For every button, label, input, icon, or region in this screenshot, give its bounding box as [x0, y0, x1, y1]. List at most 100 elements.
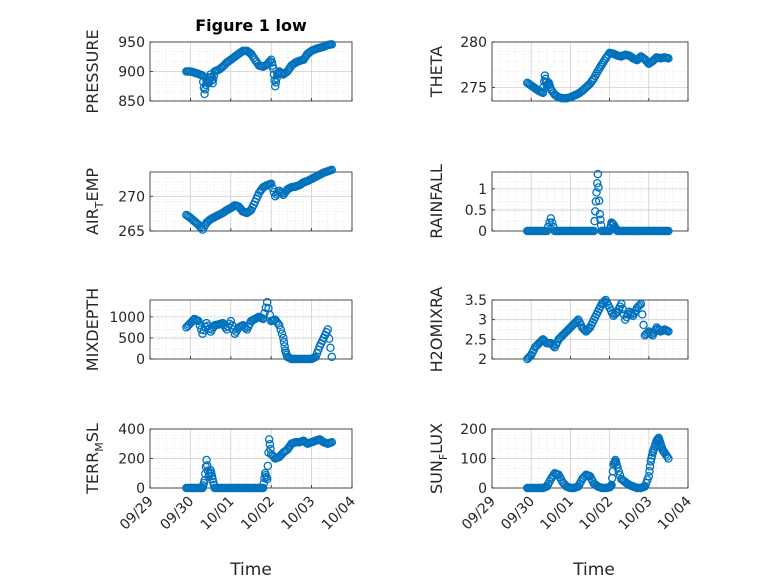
y-tick-label: 280: [460, 35, 487, 51]
x-axis-label-right: Time: [572, 560, 615, 580]
data-point: [645, 328, 655, 338]
data-point: [594, 64, 604, 74]
data-point: [524, 353, 533, 362]
data-point: [264, 435, 274, 444]
data-point: [194, 316, 203, 326]
data-point: [230, 329, 240, 338]
y-axis-label: THETA: [427, 46, 446, 98]
y-axis-label: H2OMIXRA: [427, 287, 446, 373]
data-point: [275, 321, 284, 330]
y-tick-label: 1000: [109, 310, 145, 326]
data-point: [635, 300, 644, 310]
y-tick-label: 2: [478, 352, 487, 368]
axes-box: [149, 171, 353, 232]
data-point: [643, 328, 652, 338]
data-point: [592, 188, 601, 197]
data-point: [264, 304, 273, 313]
y-tick-label: 270: [118, 189, 145, 205]
data-point: [593, 66, 603, 76]
data-point: [583, 325, 592, 335]
data-point: [547, 218, 557, 227]
data-point: [626, 308, 635, 318]
data-point: [277, 329, 287, 338]
data-point: [279, 337, 289, 347]
axes-box: [491, 299, 689, 360]
data-point: [571, 318, 580, 327]
data-point: [277, 69, 287, 78]
data-point: [580, 325, 590, 335]
data-point: [327, 165, 337, 175]
data-point: [634, 54, 643, 64]
y-tick-label: 0.5: [465, 203, 487, 219]
y-tick-label: 100: [460, 452, 487, 468]
data-point: [265, 439, 275, 449]
data-point: [209, 75, 218, 84]
data-point: [258, 483, 268, 493]
data-point: [617, 299, 626, 309]
data-point: [594, 196, 604, 206]
panel-2: 275 280 THETA: [427, 35, 689, 103]
data-point: [276, 325, 285, 334]
data-point: [588, 75, 597, 85]
data-point: [639, 320, 648, 330]
y-axis-label: PRESSURE: [83, 29, 102, 113]
data-point: [638, 310, 647, 319]
data-point: [546, 214, 556, 223]
y-tick-label: 950: [118, 35, 145, 51]
y-tick-label: 2.5: [465, 332, 487, 348]
data-point: [596, 215, 605, 225]
data-point: [664, 54, 673, 63]
data-point: [262, 297, 272, 307]
data-point: [202, 455, 211, 465]
y-axis-label: RAINFALL: [427, 164, 446, 239]
data-point: [609, 220, 618, 229]
data-point: [327, 40, 337, 49]
y-tick-label: 0: [478, 481, 487, 497]
panel-1: 850 900 950 PRESSURE: [83, 29, 353, 114]
data-point: [664, 454, 673, 463]
y-tick-label: 0: [478, 224, 487, 240]
y-tick-label: 3.5: [465, 293, 487, 309]
y-tick-label: 200: [118, 452, 145, 468]
y-tick-label: 400: [118, 422, 145, 438]
data-point: [591, 197, 601, 206]
y-tick-label: 3: [478, 313, 487, 329]
data-point: [538, 88, 548, 98]
data-point: [664, 327, 673, 336]
data-point: [598, 58, 608, 67]
data-point: [634, 302, 643, 311]
y-tick-label: 275: [460, 80, 487, 96]
data-point: [596, 62, 605, 72]
data-point: [595, 209, 605, 219]
data-point: [280, 342, 289, 351]
panel-6: 2 2.5 3 3.5 H2OMIXRA: [427, 287, 689, 373]
x-axis-label-left: Time: [229, 560, 272, 580]
data-point: [662, 452, 672, 461]
data-point: [664, 226, 673, 236]
data-point: [594, 183, 603, 192]
data-point: [590, 207, 600, 216]
y-axis-label: MIXDEPTH: [83, 288, 102, 371]
data-point: [226, 316, 236, 326]
data-point: [279, 333, 288, 343]
data-point: [645, 462, 655, 471]
y-tick-label: 500: [118, 331, 145, 347]
y-tick-label: 900: [118, 65, 145, 81]
data-point: [262, 474, 272, 484]
data-point: [266, 179, 276, 189]
panel-5: 0 500 1000 MIXDEPTH: [83, 288, 353, 371]
y-axis-label: SUNFLUX: [427, 423, 450, 494]
data-point: [265, 57, 275, 66]
data-point: [206, 327, 215, 336]
data-point: [324, 334, 334, 343]
y-tick-label: 850: [118, 94, 145, 110]
data-point: [645, 467, 654, 476]
data-point: [598, 298, 608, 307]
data-point: [323, 325, 333, 334]
y-tick-label: 200: [460, 422, 487, 438]
data-point: [597, 60, 607, 69]
y-axis-label: TERRMSL: [83, 423, 106, 495]
axes-box: [149, 299, 353, 360]
y-tick-label: 1: [478, 182, 487, 198]
